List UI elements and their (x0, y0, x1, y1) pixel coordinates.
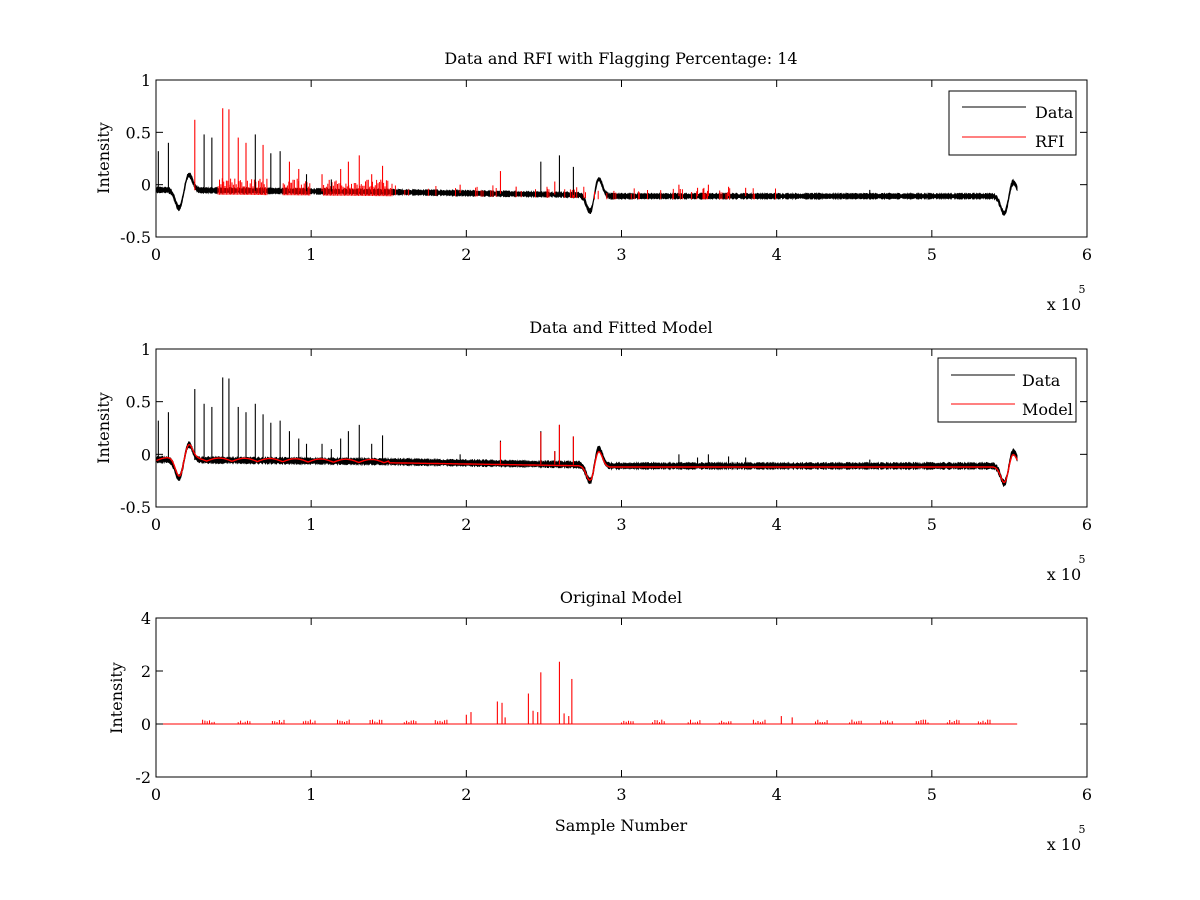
panel-3-x-tick-label: 6 (1082, 785, 1092, 804)
panel-3-x-exponent-base: x 10 (1047, 835, 1081, 854)
panel-2-legend-label-model: Model (1022, 400, 1073, 419)
panel-3-cluster-16 (915, 719, 929, 724)
panel-2-legend-label-data: Data (1022, 371, 1061, 390)
panel-3-cluster-6 (403, 720, 417, 724)
panel-3-cluster-13 (815, 719, 828, 724)
panel-3-cluster-10 (687, 719, 701, 724)
panel-1-legend-label-rfi: RFI (1035, 132, 1064, 151)
panel-3-data-layer (156, 661, 1018, 725)
panel-3-x-tick-label: 1 (306, 785, 316, 804)
panel-1-legend: Data RFI (948, 90, 1077, 156)
panel-2: Data and Fitted Model Intensity 0 1 2 3 4 5 6 -… (94, 318, 1092, 584)
panel-3-cluster-0 (202, 719, 215, 724)
panel-3-x-tick-label: 2 (461, 785, 471, 804)
panel-3-y-tick-label: 0 (141, 715, 151, 734)
panel-2-x-tick-label: 6 (1082, 515, 1092, 534)
panel-2-legend: Data Model (937, 357, 1077, 423)
panel-1-x-tick-label: 3 (616, 245, 626, 264)
panel-1-x-tick-label: 5 (927, 245, 937, 264)
panel-1-y-tick-label: -0.5 (120, 228, 151, 247)
panel-2-data-layer (155, 377, 1018, 488)
panel-3-cluster-7 (434, 719, 448, 724)
panel-1-y-tick-label: 1 (141, 71, 151, 90)
panel-1-axes: 0 1 2 3 4 5 6-0.500.51 (120, 71, 1092, 264)
panel-3-y-tick-label: 2 (141, 662, 151, 681)
panel-1: Data and RFI with Flagging Percentage: 1… (94, 49, 1092, 314)
panel-2-ylabel: Intensity (94, 392, 113, 464)
panel-3-title: Original Model (560, 588, 682, 607)
panel-2-x-exponent-power: 5 (1079, 553, 1086, 566)
panel-2-y-tick-label: -0.5 (120, 498, 151, 517)
panel-3-cluster-5 (369, 719, 383, 724)
panel-1-x-exponent-base: x 10 (1047, 295, 1081, 314)
panel-1-rfi-band (323, 179, 393, 197)
panel-2-x-tick-label: 0 (151, 515, 161, 534)
panel-3-cluster-3 (302, 719, 316, 724)
panel-1-y-tick-label: 0 (141, 176, 151, 195)
panel-3-y-tick-label: 4 (141, 609, 151, 628)
panel-1-x-tick-label: 1 (306, 245, 316, 264)
panel-1-legend-label-data: Data (1035, 103, 1074, 122)
panel-1-ylabel: Intensity (94, 122, 113, 194)
panel-3-x-tick-label: 0 (151, 785, 161, 804)
panel-3-cluster-18 (977, 719, 991, 724)
panel-2-x-tick-label: 4 (772, 515, 782, 534)
panel-3-xlabel: Sample Number (555, 816, 688, 835)
panel-2-axes: 0 1 2 3 4 5 6-0.500.51 (120, 340, 1092, 534)
panel-3-x-exponent-power: 5 (1079, 823, 1086, 836)
panel-3-cluster-12 (752, 719, 766, 724)
panel-3-ylabel: Intensity (107, 662, 126, 734)
panel-2-y-tick-label: 0.5 (126, 393, 151, 412)
panel-3-x-tick-label: 5 (927, 785, 937, 804)
panel-2-x-tick-label: 2 (461, 515, 471, 534)
panel-3-cluster-9 (652, 719, 665, 724)
panel-3-y-tick-label: -2 (135, 768, 151, 787)
panel-2-y-tick-label: 0 (141, 445, 151, 464)
panel-2-x-exponent-base: x 10 (1047, 565, 1081, 584)
panel-2-x-tick-label: 5 (927, 515, 937, 534)
panel-2-y-tick-label: 1 (141, 340, 151, 359)
panel-3-cluster-1 (237, 720, 251, 724)
panel-2-x-tick-label: 3 (616, 515, 626, 534)
panel-3-x-tick-label: 3 (616, 785, 626, 804)
panel-1-x-exponent-power: 5 (1079, 283, 1086, 296)
panel-1-x-tick-label: 2 (461, 245, 471, 264)
panel-1-data-layer (155, 108, 1018, 216)
panel-2-x-tick-label: 1 (306, 515, 316, 534)
panel-2-series-model (155, 443, 1018, 484)
panel-3-cluster-14 (849, 719, 862, 724)
panel-2-title: Data and Fitted Model (529, 318, 712, 337)
panel-1-rfi-scatter (394, 185, 776, 200)
panel-1-series-data (155, 172, 1018, 216)
panel-3-cluster-15 (880, 720, 893, 724)
panel-3-cluster-2 (271, 719, 285, 724)
panel-3-cluster-8 (621, 720, 634, 724)
panel-3-cluster-4 (337, 719, 350, 724)
panel-1-x-tick-label: 0 (151, 245, 161, 264)
panel-3-cluster-11 (718, 720, 732, 724)
panel-1-x-tick-label: 6 (1082, 245, 1092, 264)
panel-1-x-tick-label: 4 (772, 245, 782, 264)
panel-1-y-tick-label: 0.5 (126, 123, 151, 142)
panel-3-x-tick-label: 4 (772, 785, 782, 804)
panel-3-cluster-17 (946, 719, 960, 724)
panel-1-title: Data and RFI with Flagging Percentage: 1… (444, 49, 797, 68)
